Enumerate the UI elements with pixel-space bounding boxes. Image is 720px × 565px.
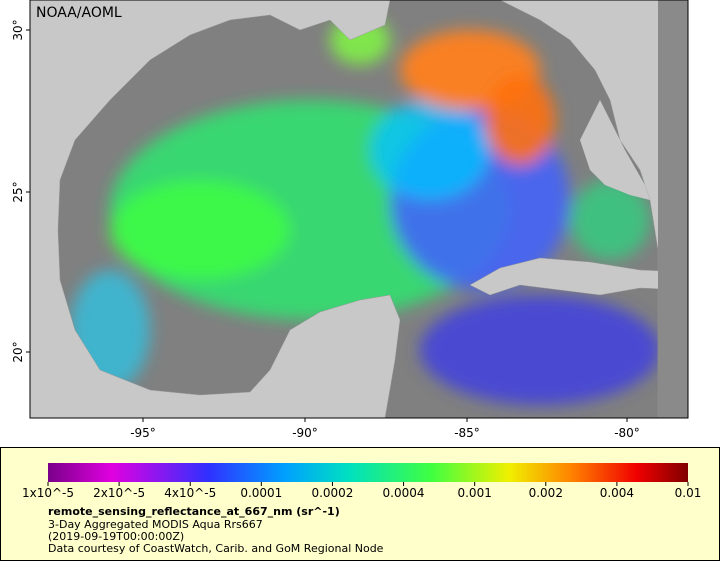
- source: Data courtesy of CoastWatch, Carib. and …: [48, 542, 384, 555]
- land-peninsula: [580, 100, 650, 200]
- lon-label: -95°: [130, 426, 156, 440]
- map: [30, 0, 688, 418]
- reflectance-field: [70, 15, 660, 405]
- colorbar-label: 0.0002: [311, 486, 353, 500]
- colorbar-label: 0.001: [457, 486, 491, 500]
- land-mexico-us: [30, 0, 401, 418]
- map-frame: [29, 0, 689, 419]
- colorbar: [48, 463, 688, 482]
- land-florida: [499, 0, 688, 418]
- lat-label: 30°: [11, 19, 25, 40]
- axis-labels: 30° 25° 20° -95° -90° -85° -80°: [11, 19, 640, 440]
- colorbar-labels: 1x10^-5 2x10^-5 4x10^-5 0.0001 0.0002 0.0004 0…: [22, 482, 701, 500]
- colorbar-label: 0.0001: [240, 486, 282, 500]
- colorbar-label: 2x10^-5: [93, 486, 145, 500]
- colorbar-label: 4x10^-5: [164, 486, 216, 500]
- description: 3-Day Aggregated MODIS Aqua Rrs667: [48, 518, 263, 531]
- lon-label: -80°: [614, 426, 640, 440]
- credit: NOAA/AOML: [36, 5, 122, 21]
- lat-label: 25°: [11, 181, 25, 202]
- no-data-strip: [658, 0, 688, 418]
- time: (2019-09-19T00:00:00Z): [48, 530, 184, 543]
- variable-name: remote_sensing_reflectance_at_667_nm (sr…: [48, 505, 340, 518]
- colorbar-label: 0.0004: [383, 486, 425, 500]
- colorbar-label: 0.01: [675, 486, 702, 500]
- lon-label: -85°: [454, 426, 480, 440]
- lon-label: -90°: [292, 426, 318, 440]
- colorbar-label: 1x10^-5: [22, 486, 74, 500]
- land-cuba: [469, 257, 688, 296]
- colorbar-label: 0.004: [600, 486, 634, 500]
- lat-label: 20°: [11, 341, 25, 362]
- colorbar-label: 0.002: [529, 486, 563, 500]
